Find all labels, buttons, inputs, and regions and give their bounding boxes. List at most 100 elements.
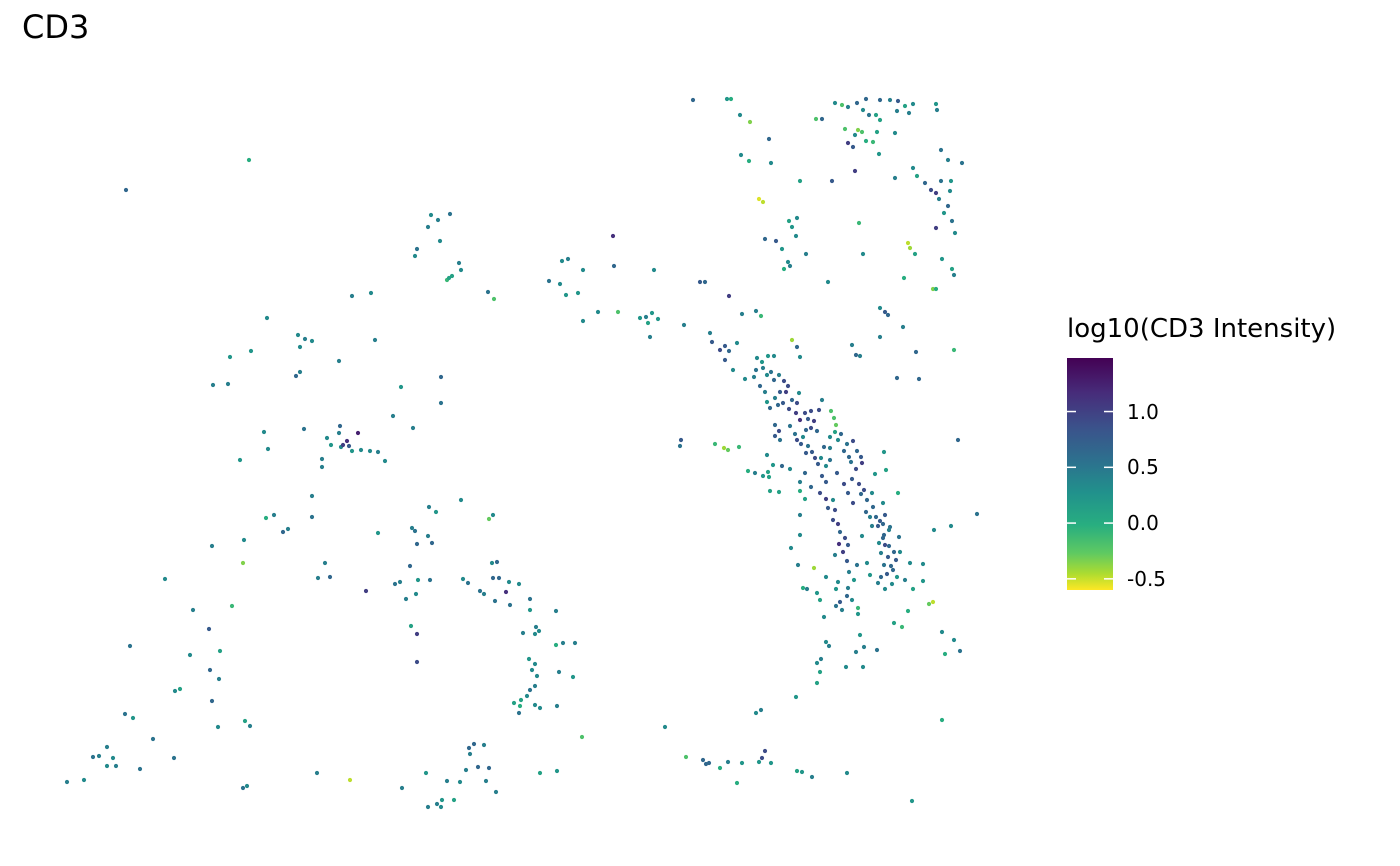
scatter-point (933, 101, 939, 107)
legend-title: log10(CD3 Intensity) (1067, 314, 1337, 344)
scatter-point (534, 673, 540, 679)
scatter-point (912, 251, 918, 257)
scatter-point (337, 423, 343, 429)
scatter-point (722, 357, 728, 363)
scatter-point (920, 561, 926, 567)
scatter-point (888, 563, 894, 569)
scatter-point (309, 514, 315, 520)
scatter-point (777, 437, 783, 443)
scatter-point (805, 416, 811, 422)
scatter-point (209, 543, 215, 549)
scatter-point (892, 130, 898, 136)
scatter-point (830, 517, 836, 523)
scatter-point (527, 596, 533, 602)
scatter-point (951, 637, 957, 643)
scatter-point (458, 267, 464, 273)
scatter-point (861, 487, 867, 493)
scatter-point (808, 408, 814, 414)
scatter-point (734, 340, 740, 346)
scatter-point (526, 656, 532, 662)
scatter-point (409, 525, 415, 531)
scatter-point (615, 309, 621, 315)
scatter-point (864, 497, 870, 503)
scatter-point (812, 455, 818, 461)
scatter-point (884, 571, 890, 577)
scatter-point (481, 591, 487, 597)
scatter-point (795, 562, 801, 568)
scatter-point (832, 507, 838, 513)
scatter-point (885, 312, 891, 318)
scatter-point (246, 157, 252, 163)
scatter-point (771, 377, 777, 383)
scatter-point (826, 643, 832, 649)
scatter-point (503, 589, 509, 595)
scatter-point (945, 157, 951, 163)
scatter-point (206, 626, 212, 632)
scatter-point (798, 441, 804, 447)
scatter-point (855, 611, 861, 617)
scatter-point (843, 664, 849, 670)
scatter-point (905, 240, 911, 246)
scatter-point (841, 481, 847, 487)
scatter-point (872, 471, 878, 477)
scatter-point (811, 565, 817, 571)
scatter-point (881, 532, 887, 538)
scatter-point (818, 656, 824, 662)
scatter-point (717, 347, 723, 353)
scatter-point (762, 389, 768, 395)
scatter-point (947, 188, 953, 194)
scatter-point (870, 139, 876, 145)
scatter-point (392, 581, 398, 587)
scatter-point (785, 383, 791, 389)
scatter-point (725, 447, 731, 453)
scatter-point (340, 442, 346, 448)
scatter-point (707, 330, 713, 336)
scatter-point (529, 667, 535, 673)
scatter-point (536, 628, 542, 634)
scatter-point (363, 588, 369, 594)
scatter-point (678, 437, 684, 443)
scatter-point (726, 348, 732, 354)
scatter-point (677, 443, 683, 449)
scatter-point (532, 661, 538, 667)
scatter-point (649, 310, 655, 316)
scatter-point (805, 443, 811, 449)
scatter-point (849, 476, 855, 482)
scatter-point (974, 511, 980, 517)
scatter-point (920, 578, 926, 584)
scatter-point (902, 577, 908, 583)
scatter-point (765, 469, 771, 475)
scatter-point (864, 560, 870, 566)
scatter-point (753, 710, 759, 716)
scatter-point (747, 119, 753, 125)
scatter-point (797, 354, 803, 360)
scatter-point (293, 373, 299, 379)
scatter-point (846, 569, 852, 575)
scatter-point (831, 415, 837, 421)
scatter-point (486, 516, 492, 522)
scatter-point (756, 759, 762, 765)
scatter-point (850, 438, 856, 444)
scatter-point (297, 369, 303, 375)
scatter-point (867, 514, 873, 520)
scatter-point (739, 311, 745, 317)
scatter-point (906, 110, 912, 116)
scatter-point (471, 741, 477, 747)
scatter-point (793, 410, 799, 416)
scatter-point (225, 381, 231, 387)
scatter-point (861, 644, 867, 650)
scatter-point (845, 542, 851, 548)
scatter-point (397, 579, 403, 585)
scatter-point (839, 102, 845, 108)
scatter-point (777, 389, 783, 395)
scatter-point (863, 138, 869, 144)
scatter-point (546, 278, 552, 284)
scatter-point (867, 572, 873, 578)
scatter-point (895, 490, 901, 496)
scatter-point (817, 597, 823, 603)
scatter-point (465, 580, 471, 586)
scatter-point (853, 466, 859, 472)
scatter-point (444, 778, 450, 784)
scatter-point (210, 382, 216, 388)
scatter-point (745, 468, 751, 474)
